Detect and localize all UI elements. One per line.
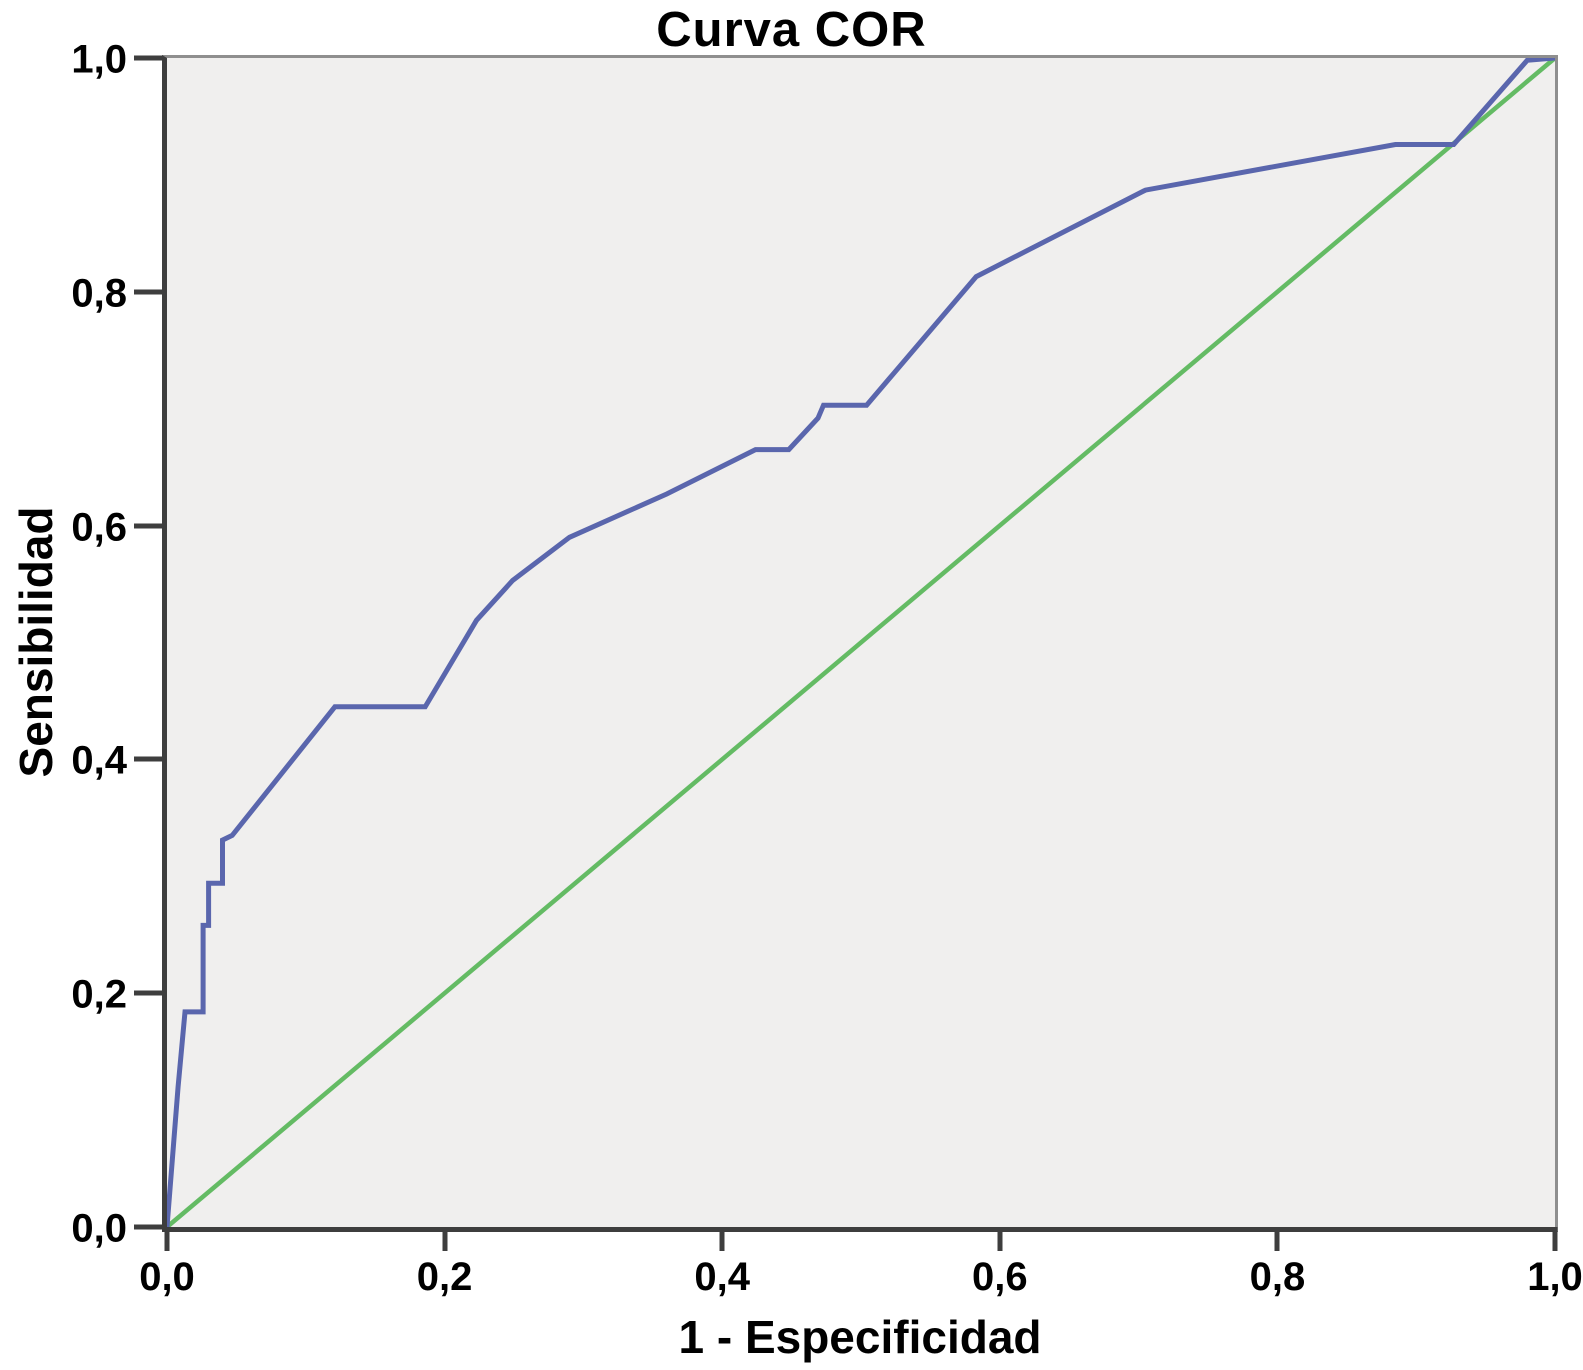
y-axis-ticks: 0,0 0,2 0,4 0,6 0,8 1,0 bbox=[71, 40, 1555, 1249]
y-tick-mark bbox=[134, 990, 162, 996]
y-tick-mark bbox=[134, 756, 162, 762]
x-tick-label: 0,8 bbox=[1249, 1255, 1306, 1299]
y-tick-label: 0,8 bbox=[71, 271, 127, 316]
y-tick-label: 0,4 bbox=[71, 738, 127, 783]
y-tick-label: 0,6 bbox=[71, 505, 127, 550]
x-tick-mark bbox=[1552, 1227, 1558, 1251]
x-tick-label: 0,4 bbox=[694, 1255, 750, 1299]
plot-area: 0,0 0,2 0,4 0,6 0,8 1,0 0,0 0,2 0,4 0,6 0,8 1,0 bbox=[71, 40, 1583, 1297]
x-tick-mark bbox=[442, 1227, 448, 1251]
roc-curve-line bbox=[167, 58, 1555, 1227]
reference-diagonal-line bbox=[167, 58, 1555, 1227]
y-tick-mark bbox=[134, 55, 162, 61]
x-tick-label: 1,0 bbox=[1527, 1255, 1583, 1299]
x-tick-mark bbox=[997, 1227, 1003, 1251]
y-tick-mark bbox=[134, 1224, 162, 1230]
x-axis-title: 1 - Especificidad bbox=[678, 1311, 1042, 1363]
x-tick-label: 0,6 bbox=[971, 1255, 1028, 1299]
x-tick-mark bbox=[1274, 1227, 1280, 1251]
y-tick-mark bbox=[134, 523, 162, 529]
chart-title: Curva COR bbox=[656, 3, 927, 57]
x-tick-label: 0,0 bbox=[139, 1255, 195, 1299]
y-tick-label: 1,0 bbox=[71, 37, 127, 82]
x-tick-mark bbox=[164, 1227, 170, 1251]
y-tick-label: 0,2 bbox=[71, 972, 127, 1017]
x-axis-ticks: 0,0 0,2 0,4 0,6 0,8 1,0 bbox=[139, 58, 1583, 1297]
x-tick-label: 0,2 bbox=[416, 1255, 473, 1299]
roc-svg bbox=[167, 58, 1555, 1227]
y-tick-mark bbox=[134, 289, 162, 295]
x-tick-mark bbox=[719, 1227, 725, 1251]
y-tick-label: 0,0 bbox=[71, 1206, 127, 1251]
